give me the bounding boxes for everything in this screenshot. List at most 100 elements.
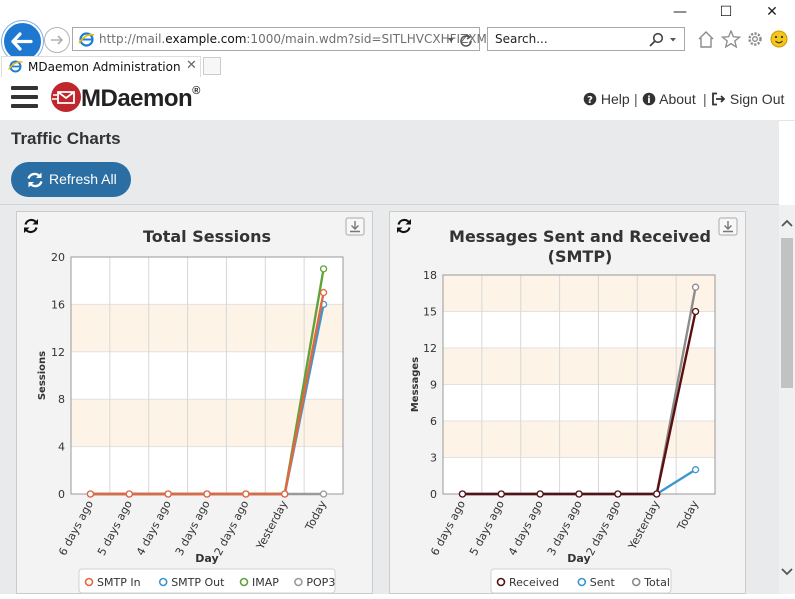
y-tick-label: 16 <box>51 298 65 311</box>
data-point <box>319 490 328 498</box>
legend-item[interactable]: IMAP <box>239 576 280 589</box>
x-tick-label: Today <box>674 498 701 534</box>
tab-close-icon[interactable]: ✕ <box>186 58 197 73</box>
y-tick-label: 12 <box>51 346 65 359</box>
refresh-all-button[interactable]: Refresh All <box>11 162 131 197</box>
home-icon[interactable] <box>698 31 714 48</box>
refresh-icon <box>27 172 43 188</box>
chart-download-icon[interactable] <box>345 217 365 236</box>
x-tick-label: 3 days ago <box>545 498 585 558</box>
y-tick-label: 3 <box>430 452 437 465</box>
browser-title-bar <box>0 0 795 22</box>
tab-title: MDaemon Administration <box>28 60 181 74</box>
legend-label: SMTP Out <box>171 576 225 589</box>
legend-item[interactable]: Sent <box>577 576 616 589</box>
legend-marker <box>496 577 506 587</box>
forward-button[interactable] <box>44 27 70 53</box>
legend-item[interactable]: SMTP In <box>84 576 141 589</box>
y-tick-label: 15 <box>423 306 437 319</box>
scroll-down-icon[interactable] <box>779 564 795 580</box>
legend-item[interactable]: SMTP Out <box>158 576 225 589</box>
legend-marker <box>239 577 249 587</box>
chart-title: Messages Sent and Received <box>449 227 711 246</box>
data-point <box>653 490 661 498</box>
chart-refresh-icon[interactable] <box>396 218 412 234</box>
y-axis-title: Sessions <box>37 351 48 400</box>
legend-marker <box>84 577 94 587</box>
legend-marker <box>577 577 587 587</box>
x-axis-title: Day <box>195 552 218 565</box>
legend-item[interactable]: Total <box>631 576 670 589</box>
page-title: Traffic Charts <box>11 129 121 148</box>
search-icon[interactable] <box>648 32 682 48</box>
new-tab-button[interactable] <box>203 57 221 75</box>
settings-gear-icon[interactable] <box>748 32 762 46</box>
legend-box <box>78 568 336 594</box>
data-point <box>319 288 328 297</box>
plot-band <box>71 304 343 352</box>
header-divider: | <box>703 91 707 107</box>
sign-out-link[interactable]: Sign Out <box>711 91 784 107</box>
arrow-right-icon <box>51 35 64 45</box>
browser-toolbar-icons <box>698 30 788 49</box>
y-tick-label: 6 <box>430 415 437 428</box>
legend-label: Total <box>643 576 670 589</box>
sign-out-icon <box>712 92 726 106</box>
scrollbar-thumb[interactable] <box>781 238 793 388</box>
svg-text:?: ? <box>587 95 593 106</box>
x-tick-label: Yesterday <box>253 498 290 553</box>
data-point <box>281 490 289 498</box>
x-tick-label: 6 days ago <box>56 498 96 558</box>
scroll-up-icon[interactable] <box>779 216 795 232</box>
refresh-all-label: Refresh All <box>49 171 117 187</box>
help-link[interactable]: ? Help <box>583 91 630 107</box>
logo-text: MDaemon® <box>81 85 200 112</box>
total-sessions-chart: Total Sessions 0 4 8 12 16 20 6 days ago 5 days … <box>23 217 365 594</box>
ie-page-icon <box>78 32 95 47</box>
search-placeholder: Search... <box>495 32 548 46</box>
y-tick-label: 9 <box>430 379 437 392</box>
chart-panel-sessions: Total Sessions 0 4 8 12 16 20 6 days ago 5 days … <box>16 211 373 594</box>
y-tick-label: 0 <box>58 488 65 501</box>
favorites-star-icon[interactable] <box>720 30 742 49</box>
y-tick-label: 4 <box>58 441 65 454</box>
address-bar[interactable]: http://mail.example.com:1000/main.wdm?si… <box>72 27 487 51</box>
plot-band <box>443 421 715 458</box>
x-tick-label: 4 days ago <box>506 498 546 558</box>
browser-search-box[interactable]: Search... <box>487 27 685 51</box>
minimize-icon[interactable]: — <box>673 4 687 20</box>
maximize-icon[interactable]: ☐ <box>719 4 733 20</box>
data-point <box>691 466 700 474</box>
ie-tab-icon <box>8 60 23 73</box>
chart-panel-messages: Messages Sent and Received (SMTP) 0 3 6 9 12 15… <box>389 211 746 594</box>
question-circle-icon: ? <box>583 92 597 106</box>
chart-download-icon[interactable] <box>718 217 738 236</box>
data-point <box>203 490 211 498</box>
plot-area <box>71 257 343 494</box>
data-point <box>497 490 505 498</box>
legend-label: Sent <box>590 576 616 589</box>
data-point <box>125 490 133 498</box>
legend-item[interactable]: Received <box>496 576 560 589</box>
x-axis-title: Day <box>567 552 590 565</box>
refresh-dropdown-icon[interactable] <box>446 33 478 47</box>
legend-item[interactable]: POP3 <box>294 576 335 589</box>
x-tick-label: 2 days ago <box>584 498 624 558</box>
data-point <box>242 490 250 498</box>
hamburger-menu-icon[interactable] <box>0 86 45 110</box>
data-point <box>536 490 544 498</box>
legend-marker <box>158 577 168 587</box>
address-text: http://mail.example.com:1000/main.wdm?si… <box>99 32 487 46</box>
y-tick-label: 18 <box>423 269 437 282</box>
browser-tab[interactable]: MDaemon Administration ✕ <box>1 56 201 77</box>
legend-marker <box>631 577 641 587</box>
app-header <box>0 78 795 121</box>
y-tick-label: 12 <box>423 342 437 355</box>
legend-label: POP3 <box>306 576 335 589</box>
close-window-icon[interactable]: ✕ <box>766 4 778 20</box>
about-link[interactable]: i About <box>642 91 696 107</box>
smiley-feedback-icon[interactable] <box>770 30 788 48</box>
chart-refresh-icon[interactable] <box>23 218 39 234</box>
chart-legend: Received Sent Total <box>490 568 672 594</box>
toolbar-separator <box>0 204 779 205</box>
